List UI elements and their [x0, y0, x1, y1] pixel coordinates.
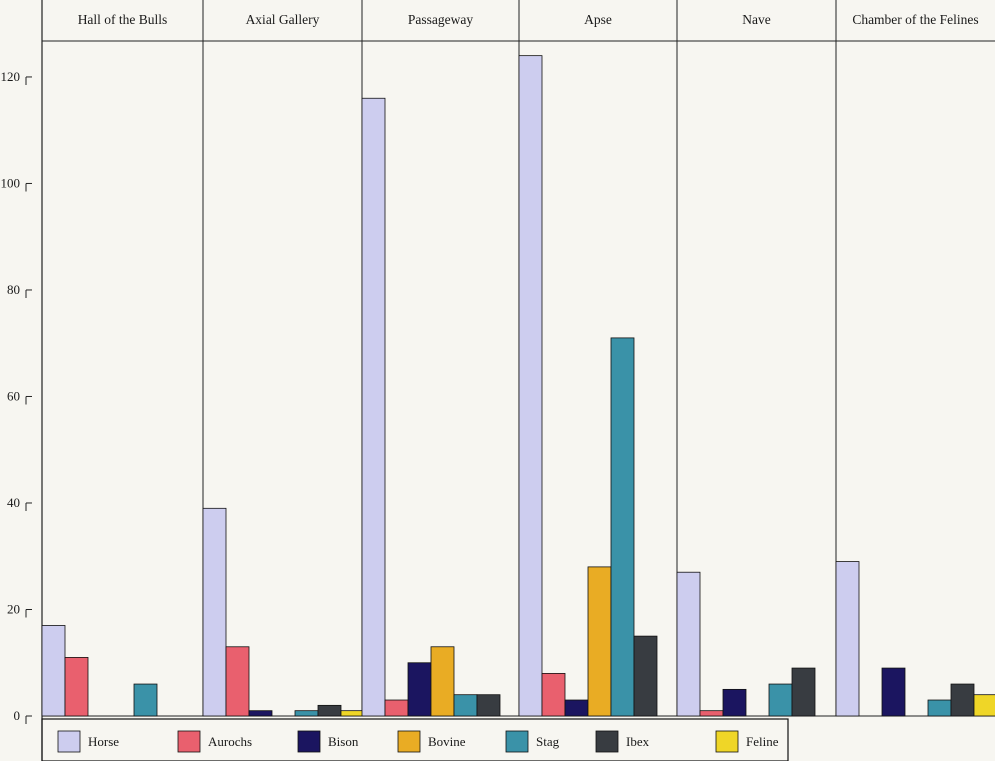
bar-bovine-apse	[587, 566, 612, 717]
bar-stag-apse	[610, 337, 635, 717]
legend-label-feline: Feline	[746, 734, 779, 749]
bar-ibex-apse	[633, 635, 658, 717]
bar-horse-chamber-of-the-felines	[835, 561, 860, 717]
bar-aurochs-passageway	[384, 699, 409, 717]
y-tick-label: 0	[14, 708, 21, 723]
legend-box	[41, 718, 789, 761]
category-label-passageway: Passageway	[408, 12, 473, 27]
legend-label-ibex: Ibex	[626, 734, 650, 749]
category-label-apse: Apse	[584, 12, 612, 27]
bar-bison-apse	[564, 699, 589, 717]
bar-stag-axial-gallery	[294, 710, 319, 717]
legend-swatch-stag	[505, 730, 529, 753]
bar-stag-hall-of-the-bulls	[133, 683, 158, 717]
category-label-axial-gallery: Axial Gallery	[246, 12, 320, 27]
legend-label-stag: Stag	[536, 734, 560, 749]
y-tick-label: 100	[1, 175, 21, 190]
bar-ibex-axial-gallery	[317, 704, 342, 717]
legend-label-aurochs: Aurochs	[208, 734, 252, 749]
category-label-nave: Nave	[742, 12, 770, 27]
bar-feline-axial-gallery	[340, 710, 365, 717]
bar-bovine-passageway	[430, 646, 455, 717]
bar-aurochs-axial-gallery	[225, 646, 250, 717]
y-tick-label: 60	[7, 388, 20, 403]
bar-horse-nave	[676, 571, 701, 717]
bar-bison-chamber-of-the-felines	[881, 667, 906, 717]
bar-aurochs-hall-of-the-bulls	[64, 657, 89, 717]
y-tick-label: 20	[7, 601, 20, 616]
bar-horse-passageway	[361, 97, 386, 717]
legend-swatch-bovine	[397, 730, 421, 753]
bar-horse-hall-of-the-bulls	[41, 625, 66, 717]
y-axis: 0 20 40 60 80 100 120	[1, 69, 32, 724]
legend-label-bison: Bison	[328, 734, 359, 749]
legend-swatch-feline	[715, 730, 739, 753]
bar-ibex-chamber-of-the-felines	[950, 683, 975, 717]
legend: Horse Aurochs Bison Bovine Stag Ibex Feline	[41, 718, 789, 761]
bar-horse-apse	[518, 55, 543, 717]
category-label-hall-of-the-bulls: Hall of the Bulls	[78, 12, 168, 27]
legend-swatch-horse	[57, 730, 81, 753]
y-tick-label: 80	[7, 282, 20, 297]
bar-stag-passageway	[453, 694, 478, 717]
legend-swatch-ibex	[595, 730, 619, 753]
legend-label-bovine: Bovine	[428, 734, 466, 749]
legend-swatch-aurochs	[177, 730, 201, 753]
bar-bison-axial-gallery	[248, 710, 273, 717]
bar-stag-nave	[768, 683, 793, 717]
y-tick-label: 120	[1, 69, 21, 84]
bar-aurochs-apse	[541, 672, 566, 717]
bar-aurochs-nave	[699, 710, 724, 717]
bar-bison-nave	[722, 688, 747, 717]
bars	[41, 55, 995, 717]
category-label-chamber-of-the-felines: Chamber of the Felines	[852, 12, 978, 27]
bar-ibex-nave	[791, 667, 816, 717]
y-tick-label: 40	[7, 495, 20, 510]
bar-bison-passageway	[407, 662, 432, 717]
legend-swatch-bison	[297, 730, 321, 753]
legend-label-horse: Horse	[88, 734, 119, 749]
bar-horse-axial-gallery	[202, 507, 227, 717]
bar-ibex-passageway	[476, 694, 501, 717]
bar-feline-chamber-of-the-felines	[973, 694, 995, 717]
category-header-row: Hall of the Bulls Axial Gallery Passageway…	[78, 12, 979, 27]
bar-stag-chamber-of-the-felines	[927, 699, 952, 717]
